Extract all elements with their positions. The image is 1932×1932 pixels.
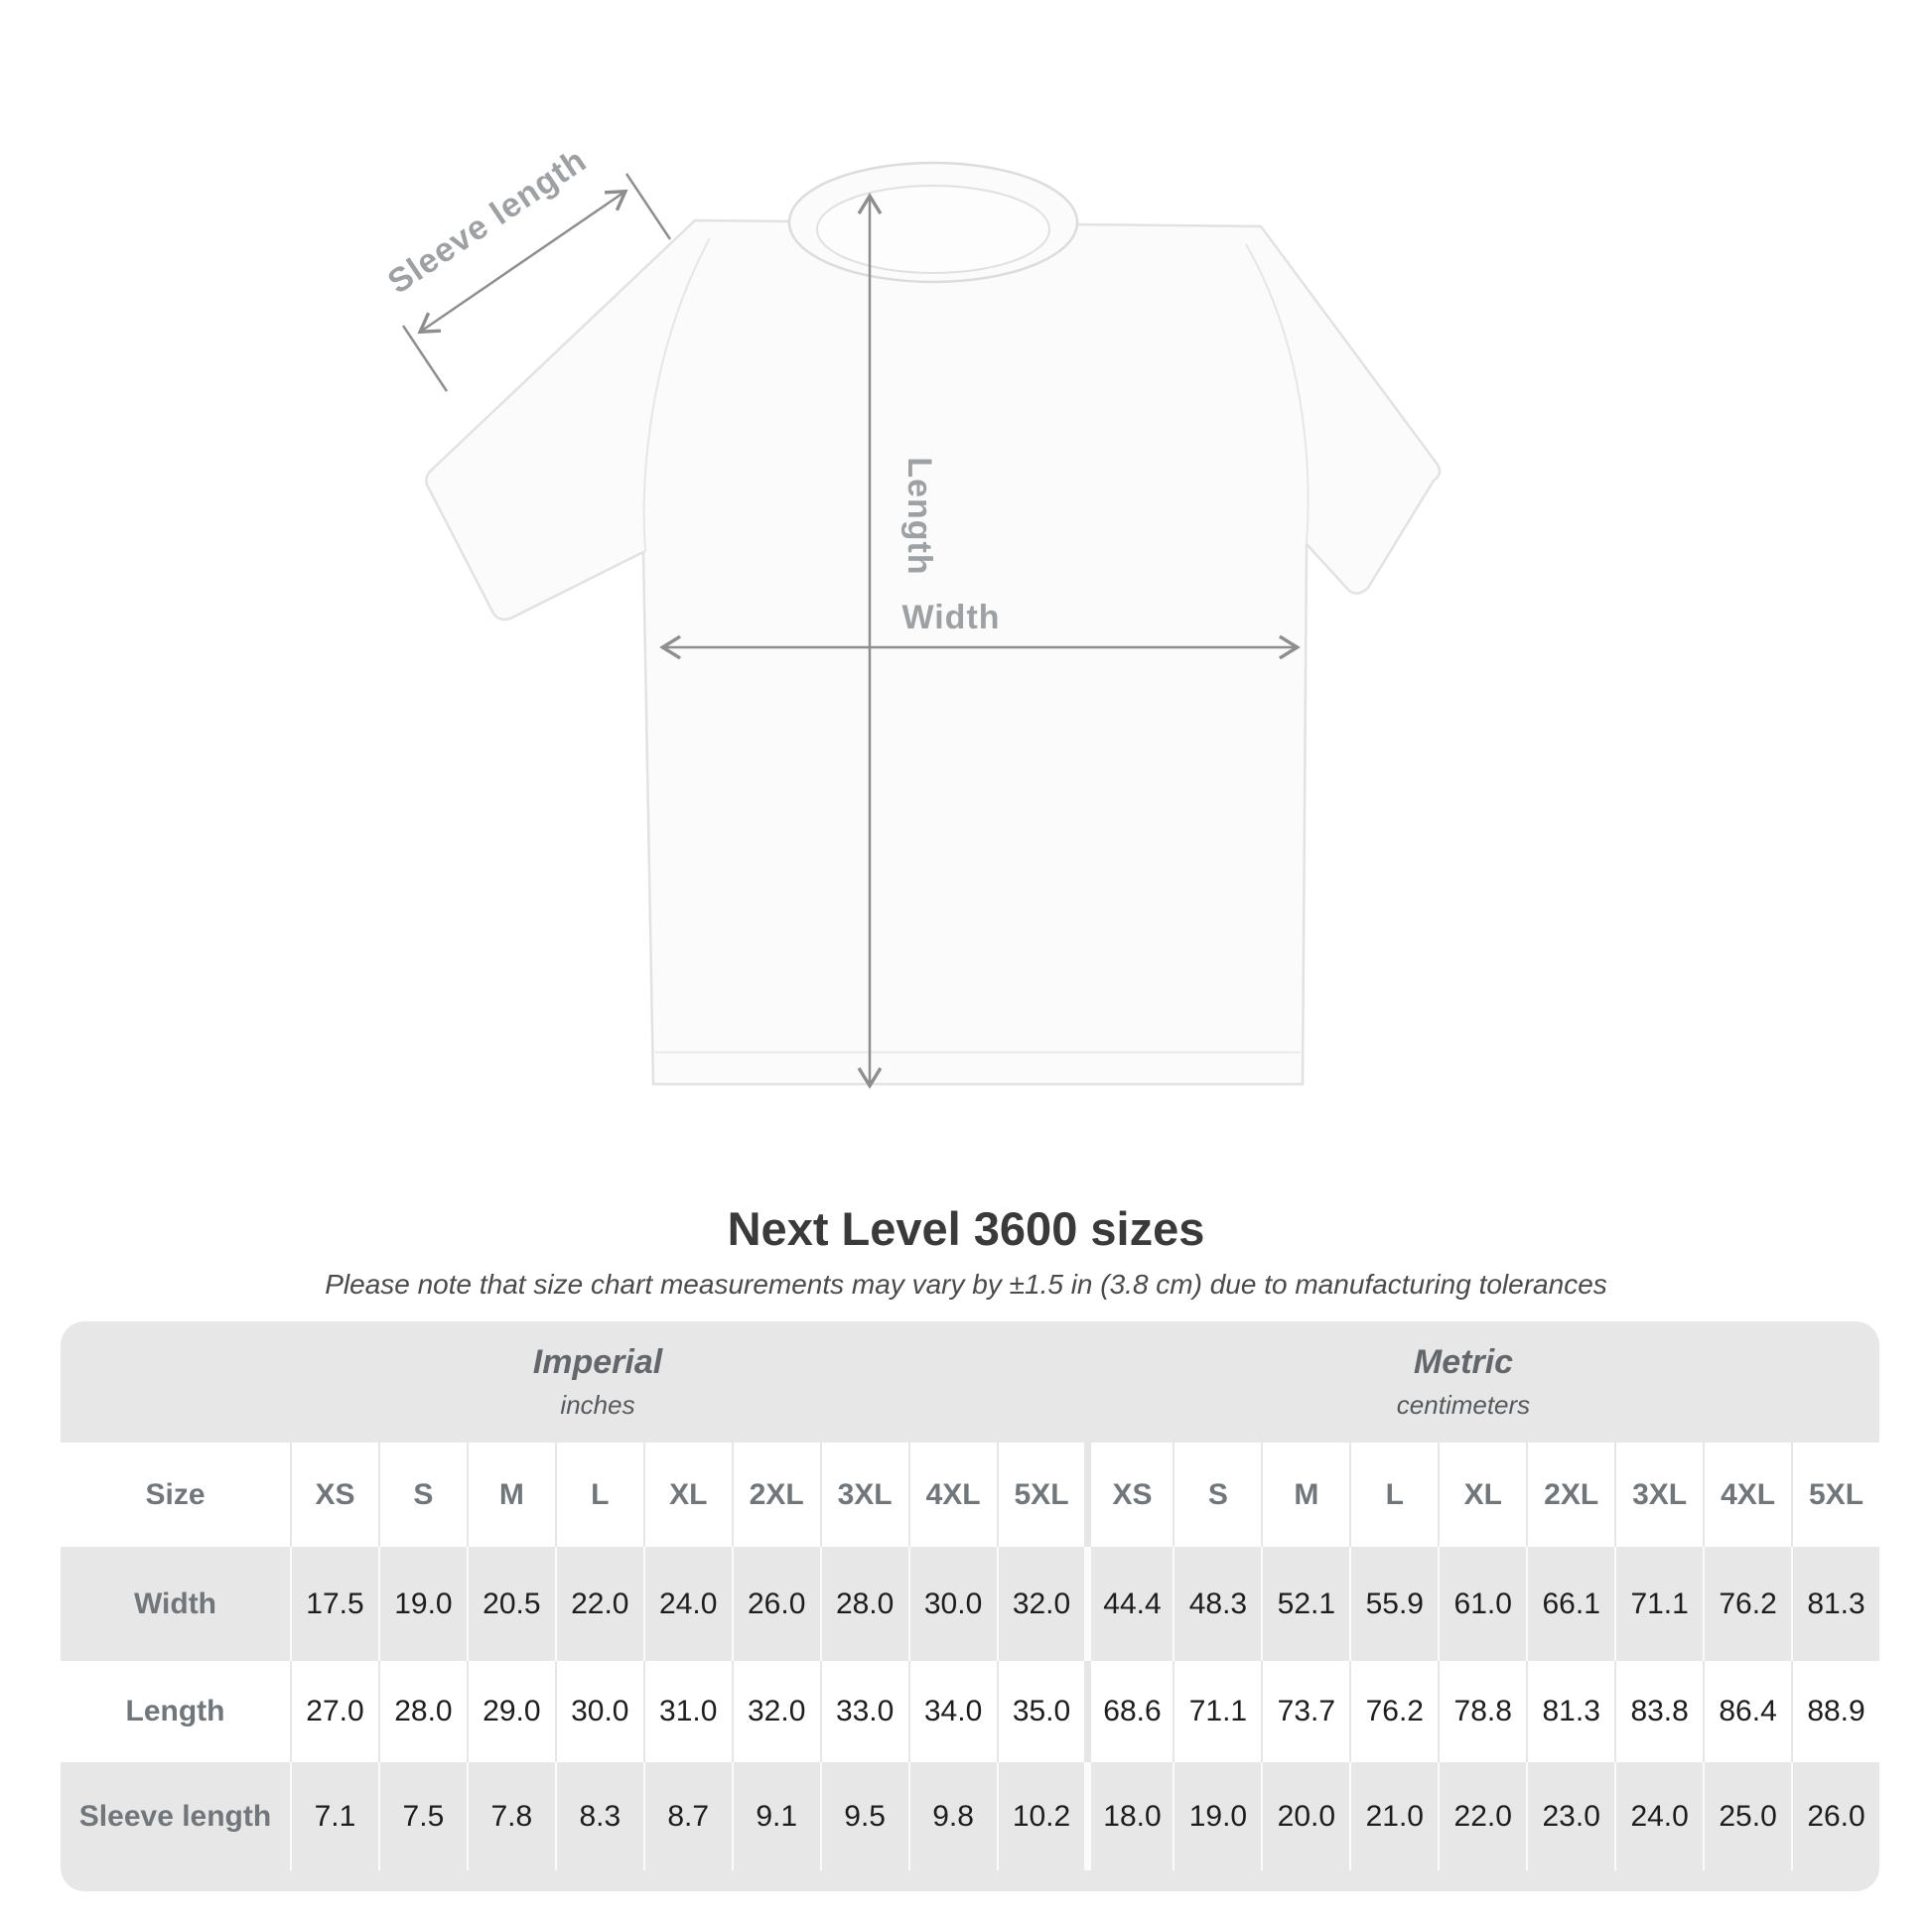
table-cell: 2XL — [1526, 1443, 1614, 1547]
table-cell: 44.4 — [1084, 1547, 1173, 1661]
table-cell: 61.0 — [1438, 1547, 1526, 1661]
table-cell: XL — [1438, 1443, 1526, 1547]
table-cell: 17.5 — [290, 1547, 378, 1661]
table-cell: XS — [290, 1443, 378, 1547]
table-cell: 78.8 — [1438, 1661, 1526, 1762]
table-cell: 19.0 — [377, 1547, 467, 1661]
table-cell: 8.3 — [554, 1762, 643, 1870]
table-cell: L — [1349, 1443, 1438, 1547]
width-label: Width — [901, 599, 1000, 636]
table-cell: 25.0 — [1703, 1762, 1791, 1870]
table-cell: 30.0 — [554, 1661, 643, 1762]
table-cell: 30.0 — [907, 1547, 997, 1661]
table-cell: 88.9 — [1791, 1661, 1879, 1762]
row-label-sleeve-length: Sleeve length — [78, 1799, 272, 1833]
table-cell: 27.0 — [290, 1661, 378, 1762]
table-cell: 28.0 — [377, 1661, 467, 1762]
table-cell: 66.1 — [1526, 1547, 1614, 1661]
table-cell: 48.3 — [1173, 1547, 1261, 1661]
table-cell: 21.0 — [1349, 1762, 1438, 1870]
table-cell: 71.1 — [1173, 1661, 1261, 1762]
imperial-title: Imperial — [532, 1343, 663, 1381]
length-label: Length — [900, 457, 938, 575]
metric-subtitle: centimeters — [1396, 1390, 1531, 1420]
table-cell: S — [1173, 1443, 1261, 1547]
table-cell: 20.0 — [1261, 1762, 1349, 1870]
sleeve-length-label: Sleeve length — [381, 141, 594, 301]
table-cell: 32.0 — [731, 1661, 820, 1762]
row-label-width: Width — [133, 1587, 217, 1620]
length-row: Length 27.0 28.0 29.0 30.0 31.0 32.0 33.0 34.0 3… — [61, 1661, 1879, 1762]
tshirt-measurement-diagram: Sleeve length Length Width — [381, 141, 1442, 1089]
table-cell: 5XL — [1791, 1443, 1879, 1547]
table-cell: 68.6 — [1084, 1661, 1173, 1762]
width-dimension: Width — [659, 599, 1301, 660]
table-cell: 34.0 — [907, 1661, 997, 1762]
row-label-length: Length — [125, 1695, 225, 1727]
size-table: Imperial inches Metric centimeters Size … — [61, 1321, 1879, 1891]
table-cell: 26.0 — [1791, 1762, 1879, 1870]
table-cell: 28.0 — [819, 1547, 908, 1661]
table-cell: 81.3 — [1526, 1661, 1614, 1762]
table-cell: 73.7 — [1261, 1661, 1349, 1762]
table-cell: M — [466, 1443, 555, 1547]
table-cell: 52.1 — [1261, 1547, 1349, 1661]
table-cell: 18.0 — [1084, 1762, 1173, 1870]
page-title: Next Level 3600 sizes — [727, 1202, 1205, 1255]
page-subtitle: Please note that size chart measurements… — [325, 1269, 1607, 1300]
table-cell: 26.0 — [731, 1547, 820, 1661]
table-cell: 8.7 — [642, 1762, 732, 1870]
table-cell: 24.0 — [1614, 1762, 1703, 1870]
table-cell: 33.0 — [819, 1661, 908, 1762]
table-cell: 7.8 — [466, 1762, 555, 1870]
table-cell: 31.0 — [642, 1661, 732, 1762]
table-cell: 9.8 — [907, 1762, 997, 1870]
table-cell: M — [1261, 1443, 1349, 1547]
table-cell: 22.0 — [1438, 1762, 1526, 1870]
table-cell: 83.8 — [1614, 1661, 1703, 1762]
metric-header: Metric centimeters — [1085, 1321, 1879, 1443]
table-cell: 35.0 — [996, 1661, 1085, 1762]
table-cell: XS — [1084, 1443, 1173, 1547]
table-cell: 3XL — [1614, 1443, 1703, 1547]
row-label-size: Size — [145, 1477, 206, 1511]
imperial-header: Imperial inches — [61, 1321, 1085, 1443]
table-cell: 9.1 — [731, 1762, 820, 1870]
sleeve-length-row: Sleeve length 7.1 7.5 7.8 8.3 8.7 9.1 9.5 9.8 10… — [61, 1762, 1879, 1870]
table-cell: 2XL — [731, 1443, 820, 1547]
table-cell: 76.2 — [1349, 1661, 1438, 1762]
metric-title: Metric — [1413, 1343, 1514, 1381]
table-cell: 76.2 — [1703, 1547, 1791, 1661]
table-cell: 4XL — [907, 1443, 997, 1547]
table-cell: S — [377, 1443, 467, 1547]
size-header-row: Size XS S M L XL 2XL 3XL 4XL 5XL XS S M L XL 2XL 3XL 4XL… — [61, 1443, 1879, 1547]
table-cell: 86.4 — [1703, 1661, 1791, 1762]
table-cell: 24.0 — [642, 1547, 732, 1661]
unit-header-row: Imperial inches Metric centimeters — [61, 1321, 1879, 1443]
table-cell: 5XL — [996, 1443, 1085, 1547]
table-cell: L — [554, 1443, 643, 1547]
table-cell: 19.0 — [1173, 1762, 1261, 1870]
table-cell: 29.0 — [466, 1661, 555, 1762]
table-cell: 71.1 — [1614, 1547, 1703, 1661]
table-cell: 4XL — [1703, 1443, 1791, 1547]
table-cell: 55.9 — [1349, 1547, 1438, 1661]
table-cell: 22.0 — [554, 1547, 643, 1661]
table-cell: 7.1 — [290, 1762, 378, 1870]
table-cell: 32.0 — [996, 1547, 1085, 1661]
table-cell: 81.3 — [1791, 1547, 1879, 1661]
table-cell: 3XL — [819, 1443, 908, 1547]
imperial-subtitle: inches — [560, 1390, 635, 1420]
table-cell: 7.5 — [377, 1762, 467, 1870]
width-row: Width 17.5 19.0 20.5 22.0 24.0 26.0 28.0 30.0 32… — [61, 1547, 1879, 1661]
table-cell: XL — [642, 1443, 732, 1547]
table-cell: 9.5 — [819, 1762, 908, 1870]
table-cell: 20.5 — [466, 1547, 555, 1661]
table-cell: 23.0 — [1526, 1762, 1614, 1870]
table-cell: 10.2 — [996, 1762, 1085, 1870]
